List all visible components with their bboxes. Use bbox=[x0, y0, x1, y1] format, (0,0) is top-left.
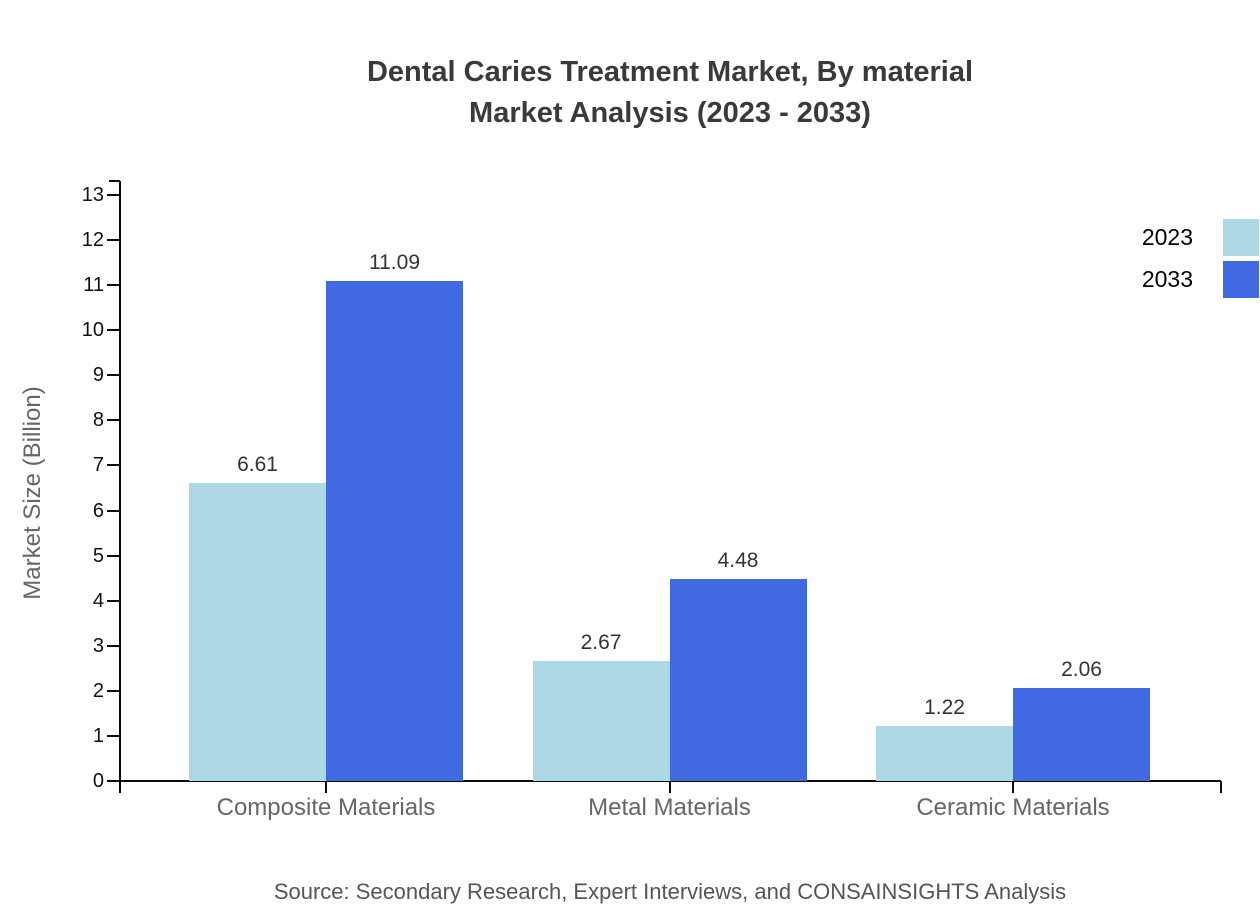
y-tick-mark bbox=[107, 464, 120, 467]
y-tick-mark bbox=[107, 284, 120, 287]
y-tick-mark bbox=[107, 644, 120, 647]
y-tick-mark bbox=[107, 734, 120, 737]
bar-2023-metal-materials bbox=[532, 661, 670, 781]
y-tick-mark bbox=[107, 599, 120, 602]
bar-value-label: 2.06 bbox=[1061, 658, 1102, 681]
y-tick-label: 0 bbox=[92, 770, 104, 792]
y-tick-mark bbox=[107, 194, 120, 196]
y-tick-label: 8 bbox=[92, 409, 104, 432]
y-tick-label: 12 bbox=[81, 229, 104, 252]
x-category-label-ceramic-materials: Ceramic Materials bbox=[916, 794, 1110, 821]
y-tick-label: 10 bbox=[81, 319, 104, 342]
chart-title-line1: Dental Caries Treatment Market, By mater… bbox=[366, 56, 974, 88]
x-axis-spine bbox=[120, 780, 1221, 782]
x-tick-mark bbox=[325, 781, 327, 793]
x-axis-start-cap bbox=[119, 781, 121, 793]
y-tick-mark bbox=[107, 419, 120, 422]
bar-value-label: 11.09 bbox=[369, 251, 420, 274]
y-tick-mark bbox=[107, 329, 120, 332]
bar-2033-composite-materials bbox=[326, 281, 463, 781]
y-tick-label: 3 bbox=[92, 634, 104, 657]
y-tick-label: 1 bbox=[92, 724, 104, 747]
y-tick-label: 4 bbox=[92, 589, 104, 612]
bar-2023-composite-materials bbox=[189, 483, 326, 781]
chart-title-line2: Market Analysis (2023 - 2033) bbox=[469, 97, 871, 129]
chart-title: Dental Caries Treatment Market, By mater… bbox=[90, 52, 1250, 134]
y-tick-label: 6 bbox=[92, 499, 104, 522]
bar-value-label: 4.48 bbox=[717, 549, 759, 572]
y-tick-label: 7 bbox=[92, 454, 104, 477]
bar-2023-ceramic-materials bbox=[876, 726, 1013, 781]
y-tick-label: 13 bbox=[81, 184, 104, 206]
y-tick-label: 11 bbox=[83, 274, 104, 297]
bar-2033-ceramic-materials bbox=[1013, 688, 1150, 781]
y-axis-spine bbox=[119, 181, 121, 782]
y-tick-mark bbox=[107, 780, 120, 782]
x-tick-mark bbox=[668, 781, 671, 793]
x-category-label-composite-materials: Composite Materials bbox=[216, 794, 436, 821]
y-tick-label: 5 bbox=[92, 544, 104, 567]
bar-value-label: 6.61 bbox=[237, 453, 278, 476]
y-tick-mark bbox=[107, 689, 120, 692]
x-category-label-metal-materials: Metal Materials bbox=[588, 794, 751, 821]
bar-value-label: 1.22 bbox=[924, 696, 965, 719]
y-tick-label: 2 bbox=[92, 679, 104, 702]
y-tick-mark bbox=[107, 509, 120, 512]
y-axis-top-cap bbox=[109, 180, 120, 182]
source-note: Source: Secondary Research, Expert Inter… bbox=[273, 879, 1067, 904]
bar-value-label: 2.67 bbox=[580, 631, 622, 654]
x-axis-end-cap bbox=[1220, 781, 1222, 793]
y-tick-mark bbox=[107, 554, 120, 557]
y-tick-label: 9 bbox=[92, 364, 104, 387]
bar-2033-metal-materials bbox=[669, 579, 807, 781]
x-tick-mark bbox=[1012, 781, 1014, 793]
y-tick-mark bbox=[107, 374, 120, 377]
y-tick-mark bbox=[107, 239, 120, 242]
